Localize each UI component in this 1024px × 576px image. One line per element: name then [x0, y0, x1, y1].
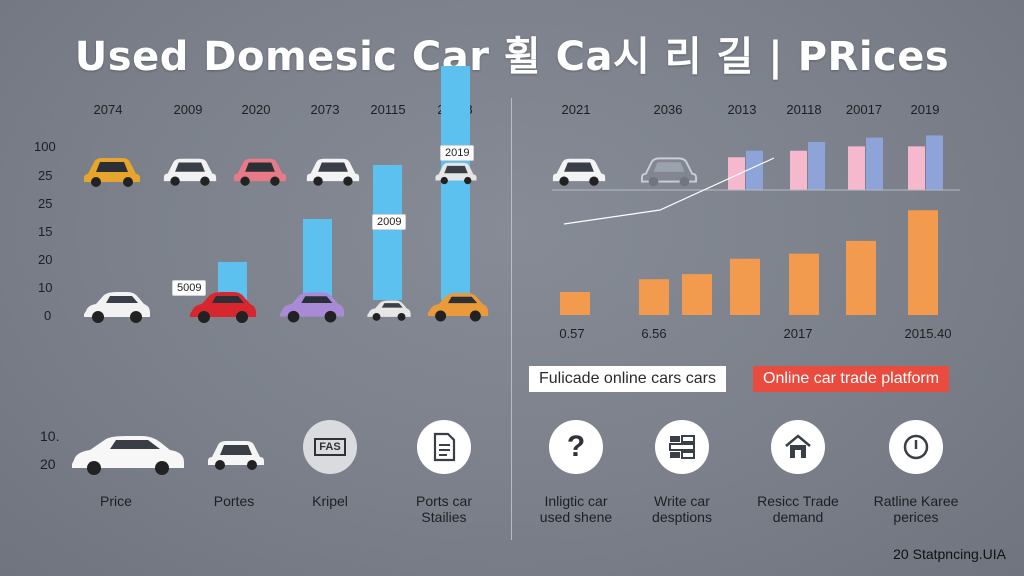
document-icon [417, 420, 471, 474]
panel-divider [511, 98, 512, 540]
car-icon [279, 292, 345, 323]
bar [808, 142, 825, 190]
bar [682, 274, 712, 315]
car-icon [427, 293, 489, 322]
car-icon [306, 158, 360, 186]
year-label: 2020 [241, 102, 271, 117]
year-label: 2013 [727, 102, 757, 117]
page-title: Used Domesic Car 휠 Ca시 리 길 | PRices [74, 34, 950, 80]
car-icon [84, 158, 140, 187]
bar [639, 279, 669, 315]
bar [728, 157, 745, 190]
year-label: 2074 [93, 102, 123, 117]
bar [926, 135, 943, 190]
car-icon [163, 158, 217, 186]
document-icon-text: FAS [314, 438, 346, 456]
caption: Write car desptions [652, 493, 712, 525]
document-icon: FAS [303, 420, 357, 474]
year-label: 20118 [786, 102, 822, 117]
bar [789, 253, 819, 315]
bar [908, 210, 938, 315]
x-axis-label: 2017 [783, 326, 813, 341]
bar [373, 165, 402, 300]
caption: Kripel [312, 493, 348, 509]
y-axis-label: 0 [44, 308, 52, 323]
list-icon[interactable] [655, 420, 709, 474]
caption: Resicc Trade demand [757, 493, 839, 525]
bar [866, 137, 883, 190]
car-icon [208, 441, 264, 470]
bar [730, 258, 760, 315]
footer-credit: 20 Statpncing.UIA [893, 546, 1006, 562]
caption: Ratline Karee perices [873, 493, 959, 525]
trend-line [563, 157, 775, 225]
car-badge: 2019 [440, 145, 475, 161]
y-axis-label: 100 [34, 139, 56, 154]
y-axis-label: 25 [38, 196, 53, 211]
year-label: 2019 [910, 102, 940, 117]
bar [303, 219, 332, 300]
car-icon [435, 162, 477, 185]
caption: Ports car Stailies [415, 493, 473, 525]
year-label: 2073 [310, 102, 340, 117]
right-charts [552, 135, 960, 315]
car-icon [640, 157, 698, 187]
year-label: 2036 [653, 102, 683, 117]
car-icon [552, 158, 606, 186]
car-icon [367, 300, 411, 321]
house-icon[interactable] [771, 420, 825, 474]
bar [848, 146, 865, 190]
online-car-trade-platform-button[interactable]: Online car trade platform [753, 366, 950, 392]
online-cars-button[interactable]: Fulicade online cars cars [529, 366, 726, 392]
caption: Price [100, 493, 132, 509]
x-axis-label: 2015.40 [904, 326, 952, 341]
car-badge: 5009 [172, 280, 207, 296]
car-icon [233, 158, 287, 186]
caption: Portes [213, 493, 255, 509]
year-label: 20115 [370, 102, 406, 117]
bar [746, 150, 763, 190]
y-axis-label: 10 [38, 280, 53, 295]
bar [790, 150, 807, 190]
bar [846, 240, 876, 315]
scale-label: 20 [40, 456, 56, 472]
year-label: 2009 [173, 102, 203, 117]
bar [560, 292, 590, 315]
year-label: 2021 [561, 102, 591, 117]
scale-label: 10. [40, 428, 60, 444]
y-axis-label: 15 [38, 224, 53, 239]
car-icon [72, 436, 184, 475]
caption: Inligtic car used shene [539, 493, 613, 525]
year-label: 20017 [845, 102, 883, 117]
x-axis-label: 6.56 [641, 326, 667, 341]
car-badge: 2009 [372, 214, 407, 230]
question-icon[interactable]: ? [549, 420, 603, 474]
x-axis-label: 0.57 [559, 326, 585, 341]
car-icon [190, 292, 256, 323]
y-axis-label: 20 [38, 252, 53, 267]
clock-icon[interactable] [889, 420, 943, 474]
y-axis-label: 25 [38, 168, 53, 183]
car-icon [84, 292, 150, 323]
bar [908, 146, 925, 190]
